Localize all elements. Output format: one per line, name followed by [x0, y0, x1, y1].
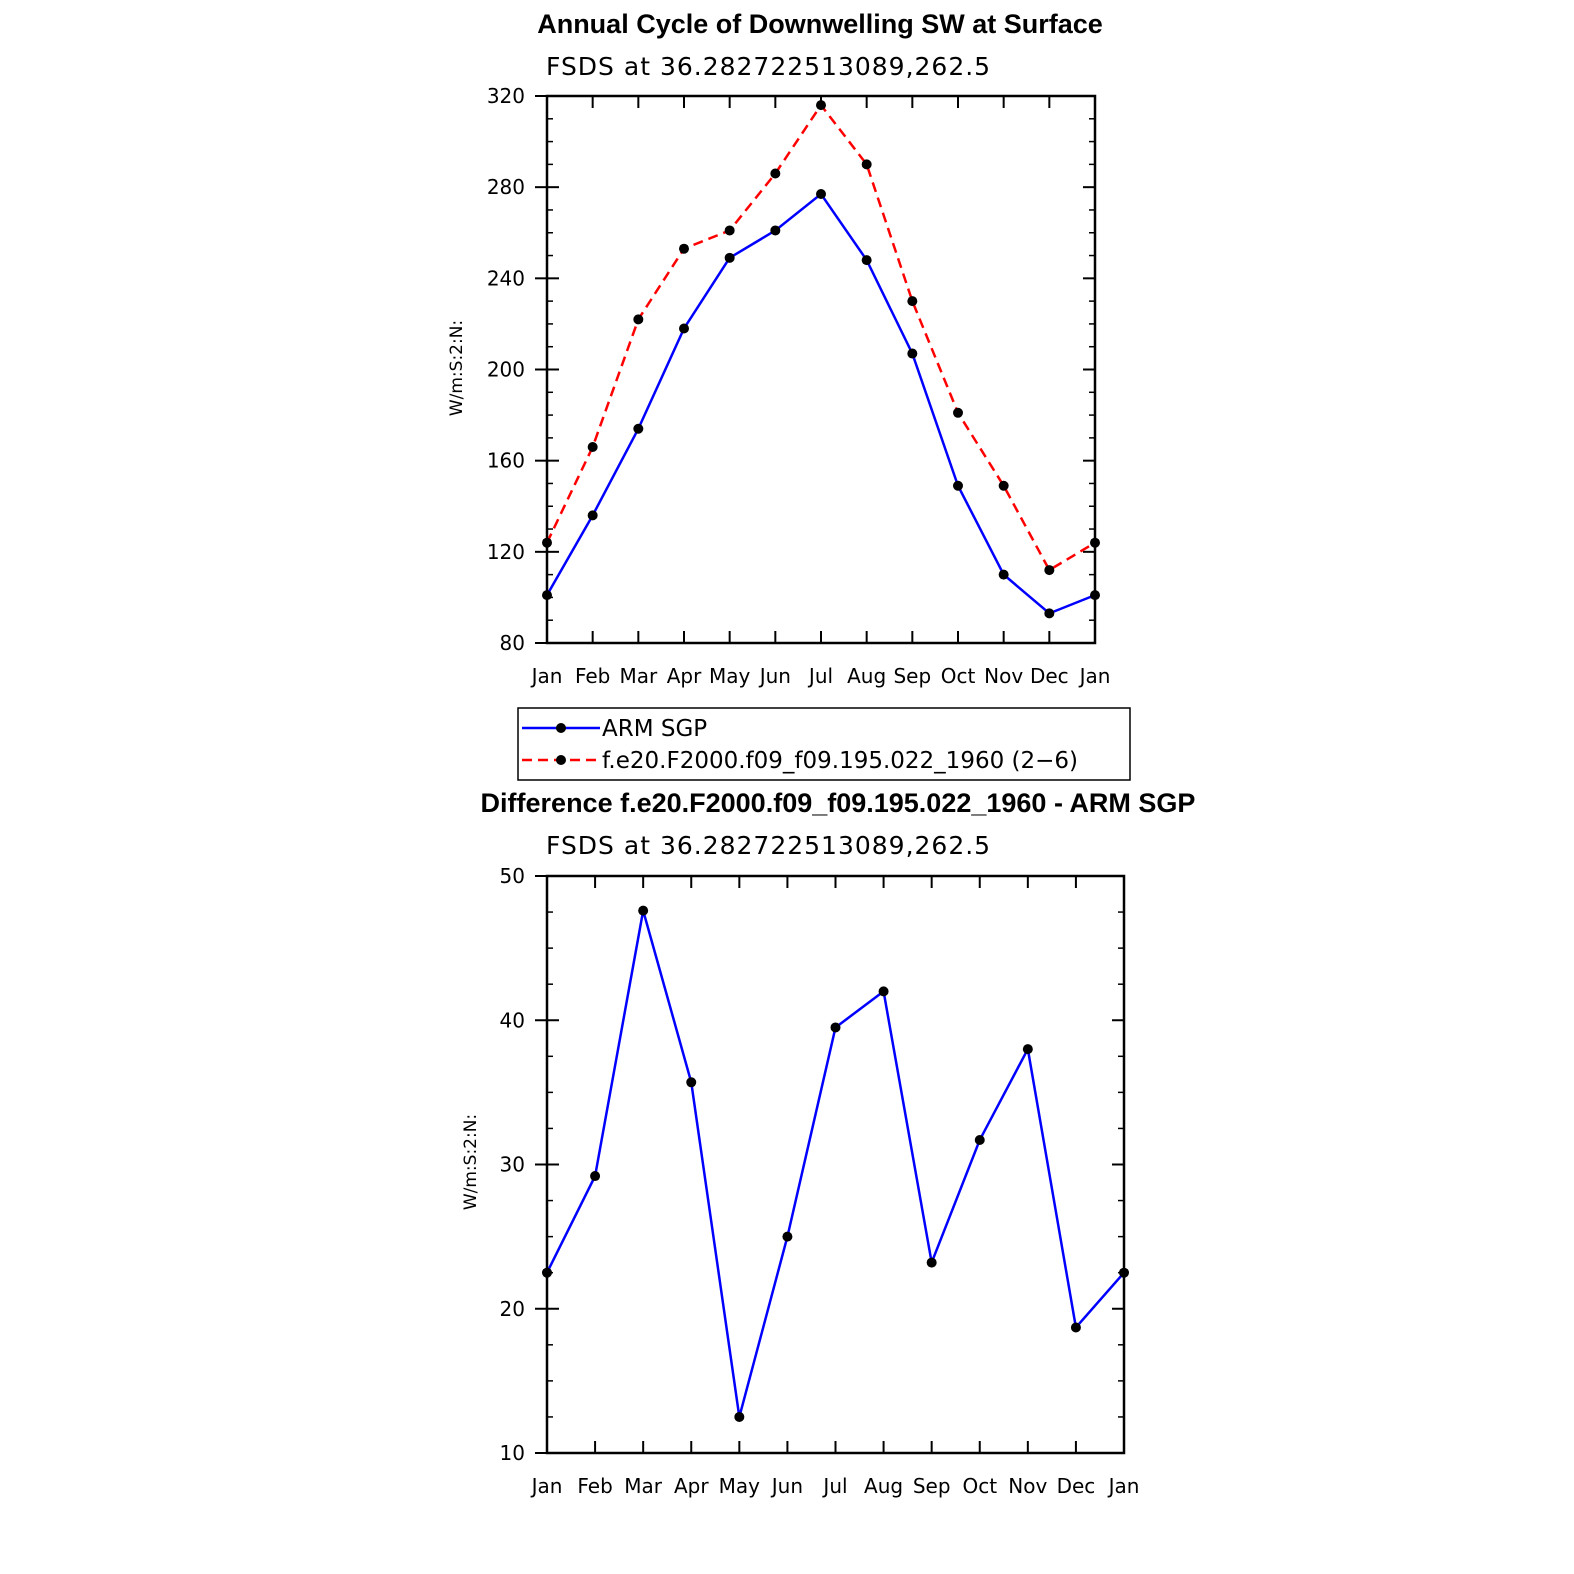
legend-label-model: f.e20.F2000.f09_f09.195.022_1960 (2−6): [602, 748, 1078, 774]
x-tick-label: Jun: [770, 1474, 803, 1498]
legend-box: [517, 707, 1131, 781]
chart-2-title: Difference f.e20.F2000.f09_f09.195.022_1…: [481, 788, 1196, 818]
data-point: [633, 314, 644, 325]
x-tick-label: Oct: [962, 1474, 997, 1498]
legend-marker-arm: [556, 723, 566, 733]
x-tick-label: Feb: [575, 664, 610, 688]
x-tick-label: Jun: [758, 664, 791, 688]
data-point: [590, 1171, 601, 1182]
data-point: [542, 537, 552, 548]
annual-cycle-chart: Annual Cycle of Downwelling SW at Surfac…: [447, 9, 1110, 688]
y-tick-label: 40: [500, 1008, 525, 1032]
data-point: [782, 1231, 793, 1242]
x-tick-label: Jul: [821, 1474, 847, 1498]
y-tick-label: 30: [500, 1153, 525, 1177]
x-tick-label: Jan: [1078, 664, 1111, 688]
data-point: [878, 986, 889, 997]
data-point: [907, 348, 918, 359]
data-point: [638, 905, 649, 916]
x-tick-label: Nov: [1008, 1474, 1047, 1498]
chart-1-plot-area: Jan Feb Mar Apr May Jun Jul Aug Sep Oct Nov Dec Jan8…: [487, 84, 1111, 688]
x-tick-label: Mar: [624, 1474, 663, 1498]
data-point: [998, 480, 1009, 491]
x-tick-label: Dec: [1030, 664, 1069, 688]
chart-2-plot-area: Jan Feb Mar Apr May Jun Jul Aug Sep Oct Nov Dec Jan1…: [500, 864, 1140, 1498]
data-point: [1044, 565, 1055, 576]
x-tick-label: Jan: [530, 1474, 563, 1498]
data-point: [587, 441, 598, 452]
data-point: [686, 1077, 697, 1088]
data-point: [633, 423, 644, 434]
data-point: [724, 252, 735, 263]
y-tick-label: 320: [487, 84, 525, 108]
data-point: [953, 480, 963, 491]
data-point: [1070, 1322, 1081, 1333]
y-tick-label: 80: [500, 631, 525, 655]
x-tick-label: Sep: [913, 1474, 951, 1498]
data-point: [974, 1134, 985, 1145]
chart-2-ylabel: W/m:S:2:N:: [461, 1114, 481, 1210]
data-point: [724, 225, 735, 236]
data-point: [770, 168, 781, 179]
series-line-0: [545, 910, 1125, 1418]
chart-1-title: Annual Cycle of Downwelling SW at Surfac…: [537, 9, 1103, 39]
data-point: [907, 296, 918, 307]
data-point: [953, 407, 963, 418]
data-point: [542, 590, 552, 601]
data-point: [1090, 590, 1100, 601]
y-tick-label: 200: [487, 358, 525, 382]
x-tick-label: Jul: [807, 664, 833, 688]
legend: ARM SGP f.e20.F2000.f09_f09.195.022_1960…: [517, 707, 1131, 781]
data-point: [1090, 537, 1100, 548]
y-tick-label: 20: [500, 1297, 525, 1321]
chart-2-subtitle: FSDS at 36.282722513089,262.5: [546, 831, 991, 860]
y-tick-label: 160: [487, 449, 525, 473]
y-tick-label: 50: [500, 864, 525, 888]
plot-frame: [545, 94, 1097, 645]
series-line-0: [545, 192, 1096, 615]
data-point: [734, 1411, 745, 1422]
data-point: [1044, 608, 1055, 619]
y-tick-label: 240: [487, 266, 525, 290]
legend-label-arm: ARM SGP: [602, 716, 707, 742]
difference-chart: Difference f.e20.F2000.f09_f09.195.022_1…: [461, 788, 1195, 1498]
data-point: [926, 1257, 937, 1268]
x-tick-label: Dec: [1057, 1474, 1096, 1498]
data-point: [816, 100, 826, 111]
x-tick-label: May: [709, 664, 751, 688]
series-line-1: [545, 102, 1096, 572]
data-point: [679, 243, 689, 254]
data-point: [1119, 1267, 1129, 1278]
data-point: [830, 1022, 841, 1033]
legend-marker-model: [556, 755, 566, 765]
data-point: [861, 255, 872, 266]
data-point: [816, 189, 826, 200]
x-tick-label: Sep: [893, 664, 931, 688]
chart-1-ylabel: W/m:S:2:N:: [447, 320, 467, 416]
x-tick-label: Apr: [667, 664, 702, 688]
data-point: [861, 159, 872, 170]
y-tick-label: 10: [500, 1441, 525, 1465]
data-point: [998, 569, 1009, 580]
x-tick-label: Aug: [864, 1474, 903, 1498]
x-tick-label: Nov: [984, 664, 1023, 688]
x-tick-label: Oct: [941, 664, 976, 688]
x-tick-label: Aug: [847, 664, 886, 688]
data-point: [542, 1267, 552, 1278]
y-tick-label: 280: [487, 175, 525, 199]
x-tick-label: Jan: [530, 664, 563, 688]
x-tick-label: May: [719, 1474, 761, 1498]
x-tick-label: Feb: [577, 1474, 612, 1498]
x-tick-label: Apr: [674, 1474, 709, 1498]
x-tick-label: Jan: [1107, 1474, 1140, 1498]
data-point: [770, 225, 781, 236]
x-tick-label: Mar: [619, 664, 658, 688]
data-point: [679, 323, 689, 334]
data-point: [1022, 1044, 1033, 1055]
chart-1-subtitle: FSDS at 36.282722513089,262.5: [546, 52, 991, 81]
y-tick-label: 120: [487, 540, 525, 564]
data-point: [587, 510, 598, 521]
